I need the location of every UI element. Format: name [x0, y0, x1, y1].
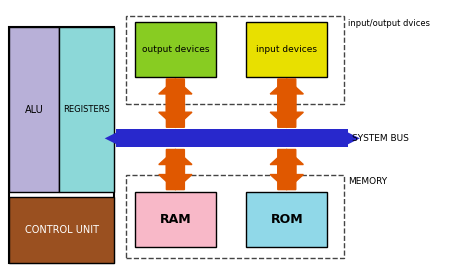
- Bar: [9, 27, 59, 192]
- Bar: [9, 197, 114, 263]
- FancyArrow shape: [270, 79, 303, 127]
- Text: SYSTEM BUS: SYSTEM BUS: [352, 134, 409, 143]
- Text: CONTROL UNIT: CONTROL UNIT: [25, 225, 99, 235]
- Bar: [9, 27, 114, 263]
- FancyArrow shape: [159, 150, 192, 190]
- Bar: [246, 22, 327, 77]
- Text: input/output dvices: input/output dvices: [348, 19, 430, 28]
- Bar: [126, 16, 344, 104]
- Text: RAM: RAM: [160, 213, 191, 226]
- FancyArrow shape: [270, 150, 303, 190]
- Bar: [246, 192, 327, 247]
- FancyArrow shape: [270, 150, 303, 190]
- Bar: [116, 129, 348, 147]
- Text: input devices: input devices: [256, 45, 317, 54]
- FancyArrow shape: [159, 150, 192, 190]
- Bar: [135, 22, 216, 77]
- Bar: [126, 175, 344, 258]
- Text: ROM: ROM: [271, 213, 303, 226]
- Text: MEMORY: MEMORY: [348, 177, 388, 186]
- FancyArrow shape: [159, 79, 192, 127]
- FancyArrow shape: [159, 79, 192, 127]
- Text: output devices: output devices: [142, 45, 209, 54]
- Text: REGISTERS: REGISTERS: [63, 105, 110, 114]
- Bar: [135, 192, 216, 247]
- Bar: [59, 27, 114, 192]
- FancyArrow shape: [270, 79, 303, 127]
- Text: ALU: ALU: [25, 105, 44, 115]
